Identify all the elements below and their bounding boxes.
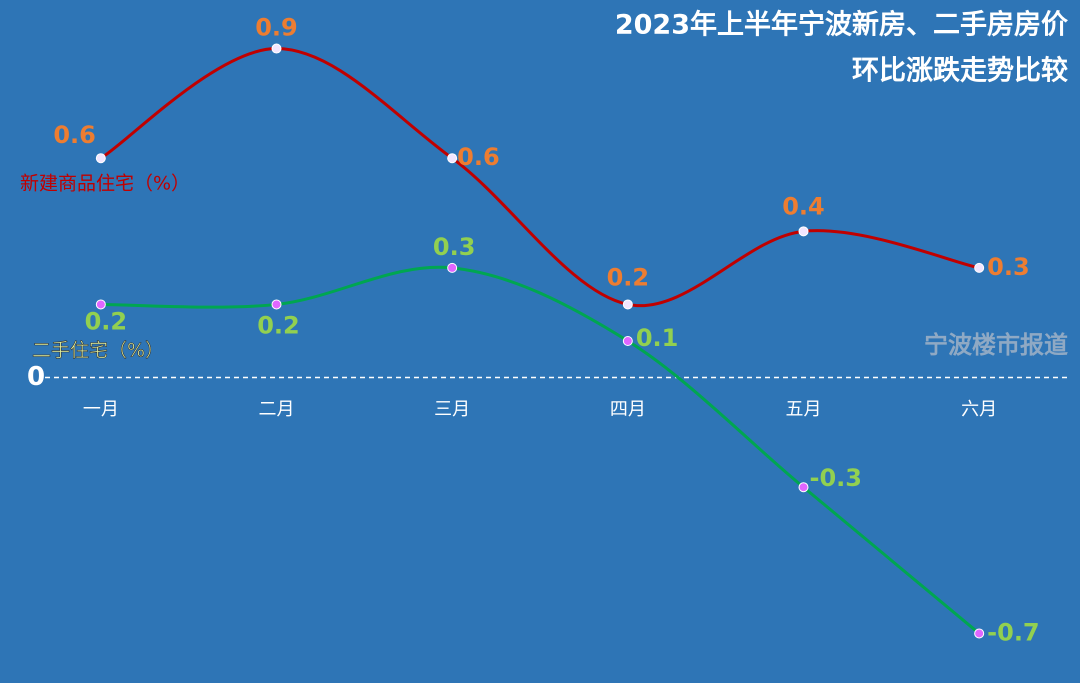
- point: [974, 628, 985, 639]
- x-tick-label: 六月: [961, 399, 997, 420]
- x-tick-label: 五月: [786, 399, 822, 420]
- data-label: 0.1: [636, 324, 679, 352]
- point: [798, 482, 809, 493]
- point: [447, 262, 458, 273]
- series-label: 新建商品住宅（%）: [20, 173, 190, 195]
- data-label: 0.6: [457, 143, 500, 171]
- data-label: 0.2: [257, 311, 300, 339]
- point: [95, 299, 106, 310]
- data-label: 0.6: [53, 121, 96, 149]
- point: [622, 299, 633, 310]
- series-label: 二手住宅（%）: [32, 340, 164, 362]
- series-line: [100, 265, 981, 635]
- data-label: 0.3: [987, 253, 1030, 281]
- series-line: [100, 47, 980, 308]
- x-tick-label: 三月: [434, 399, 470, 420]
- x-tick-label: 四月: [610, 399, 646, 420]
- data-label: 0.9: [255, 14, 298, 42]
- point: [622, 336, 633, 346]
- data-label: 0.3: [433, 233, 476, 261]
- point: [271, 43, 282, 54]
- point: [271, 299, 282, 310]
- chart-title: 2023年上半年宁波新房、二手房房价: [615, 9, 1069, 41]
- data-label: 0.2: [607, 263, 650, 291]
- point: [447, 153, 458, 164]
- x-tick-label: 二月: [259, 399, 295, 420]
- data-label: 0.4: [782, 192, 825, 220]
- x-tick-label: 一月: [83, 399, 119, 420]
- watermark: 宁波楼市报道: [924, 331, 1068, 359]
- point: [95, 153, 106, 164]
- data-label: -0.7: [987, 618, 1039, 646]
- chart-subtitle: 环比涨跌走势比较: [852, 55, 1068, 87]
- data-label: -0.3: [810, 464, 862, 492]
- y-tick-label: 0: [27, 362, 45, 392]
- point: [974, 262, 985, 273]
- data-label: 0.2: [85, 307, 128, 335]
- point: [798, 226, 809, 237]
